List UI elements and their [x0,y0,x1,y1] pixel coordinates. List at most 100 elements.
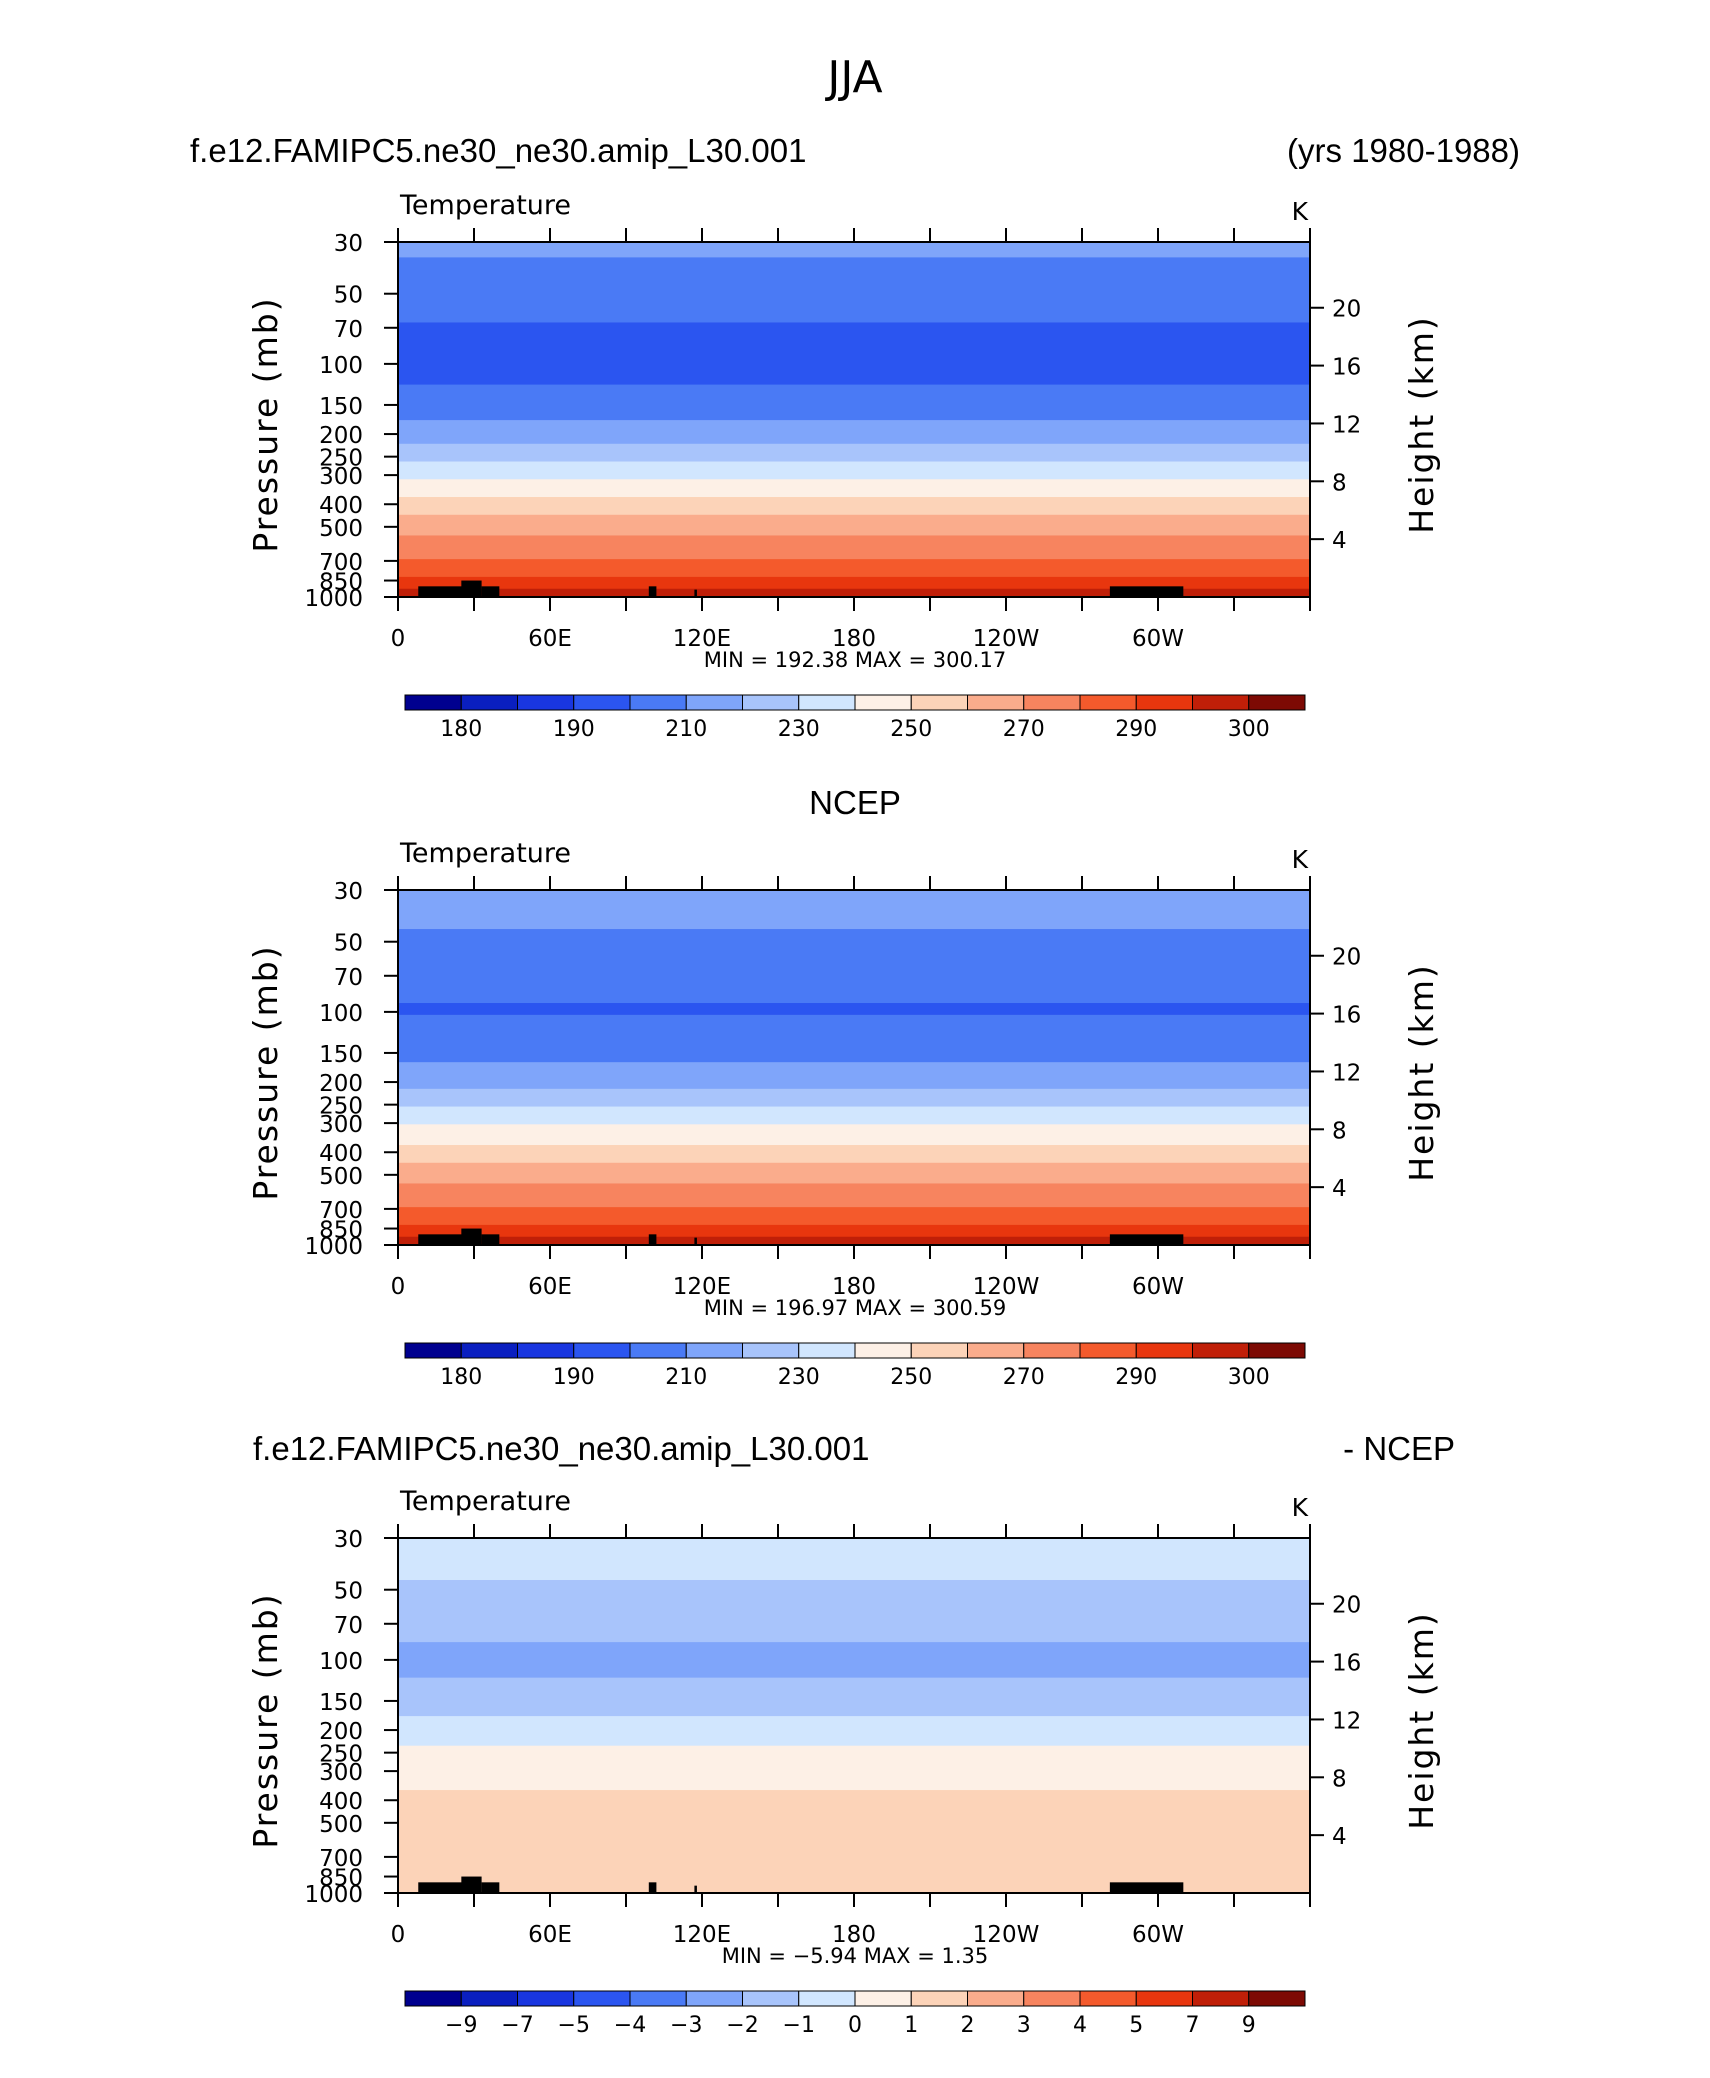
topography-block [694,1885,697,1893]
height-tick-label: 16 [1332,1651,1361,1677]
colorbar-swatch [404,1342,462,1359]
colorbar-swatch [404,1990,462,2007]
colorbar-swatch [798,1342,856,1359]
y-tick-label: 200 [319,1719,363,1745]
colorbar-swatch [573,1990,631,2007]
height-tick-labels: 20 16 12 8 4 [1332,1593,1361,1850]
colorbar-swatch [1079,1342,1137,1359]
topography-block [648,586,657,597]
colorbar-label: 5 [1129,2013,1143,2038]
y-tick-label: 850 [319,1866,363,1892]
colorbar-label: 210 [665,1365,707,1390]
colorbar-swatch [1135,1342,1193,1359]
colorbar-swatch [1192,1342,1250,1359]
colorbar-swatch [910,1342,968,1359]
topography-mask [418,1228,1184,1245]
colorbar-label: 3 [1017,2013,1031,2038]
x-tick-label: 120W [973,1922,1040,1948]
contour-band [398,514,1310,536]
colorbar-label: 300 [1228,1365,1270,1390]
contour-band [398,1144,1310,1163]
colorbar-label: −7 [501,2013,533,2038]
topography-block [1109,586,1184,597]
height-tick-label: 16 [1332,1003,1361,1029]
y-tick-label: 850 [319,570,363,596]
min-max-label: MIN = −5.94 MAX = 1.35 [722,1944,989,1968]
y-tick-label: 150 [319,394,363,420]
min-max-label: MIN = 192.38 MAX = 300.17 [704,648,1006,672]
colorbar-swatch [1135,694,1193,711]
obs-name-label: NCEP [809,784,901,821]
contour-band [398,1105,1310,1125]
colorbar-label: 9 [1242,2013,1256,2038]
colorbar-swatch [1248,694,1306,711]
height-tick-label: 16 [1332,355,1361,381]
y-tick-label: 150 [319,1042,363,1068]
contour-band [398,1002,1310,1015]
colorbar-label: 250 [890,717,932,742]
contour-band [398,1579,1310,1643]
topography-block [694,589,697,597]
y-tick-label: 400 [319,493,363,519]
colorbar-label: −3 [670,2013,702,2038]
topography-block [418,586,464,597]
contour-band [398,1789,1310,1894]
units-label: K [1292,197,1309,226]
y-tick-label: 100 [319,353,363,379]
y-tick-label: 100 [319,1001,363,1027]
x-tick-label: 60E [528,626,572,652]
height-tick-label: 20 [1332,297,1361,323]
topography-block [418,1882,464,1893]
contour-band [398,1745,1310,1791]
colorbar-swatch [573,694,631,711]
colorbar-label: 180 [440,717,482,742]
colorbar-swatch [460,1342,518,1359]
colorbar-label: 230 [778,1365,820,1390]
colorbar-swatch [685,694,743,711]
panel-model: Temperature K 0 60E 120E 180 120W 60W 30 50 70 100 1… [246,190,1441,742]
x-tick-label: 120E [673,1274,731,1300]
y-tick-label: 400 [319,1789,363,1815]
colorbar-swatch [854,1342,912,1359]
y-tick-label: 700 [319,1846,363,1872]
colorbar: 180 190 210 230 250 270 290 300 [404,1342,1306,1390]
contour-band [398,419,1310,444]
contour-band [398,1182,1310,1208]
colorbar-swatch [798,694,856,711]
x-tick-label: 60W [1132,1274,1184,1300]
x-tick-label: 120E [673,1922,731,1948]
units-label: K [1292,1493,1309,1522]
contour-band [398,1014,1310,1063]
colorbar-label: −2 [726,2013,758,2038]
contour-fill [398,242,1310,598]
y-tick-label: 200 [319,423,363,449]
colorbar-label: 210 [665,717,707,742]
case-name-label: f.e12.FAMIPC5.ne30_ne30.amip_L30.001 [190,132,806,169]
y-tick-label: 70 [334,1613,363,1639]
x-tick-label: 120E [673,626,731,652]
colorbar-swatch [742,1990,800,2007]
colorbar-label: 1 [904,2013,918,2038]
colorbar-swatch [967,1990,1025,2007]
colorbar-label: 270 [1003,1365,1045,1390]
min-max-label: MIN = 196.97 MAX = 300.59 [704,1296,1006,1320]
y-tick-label: 50 [334,1579,363,1605]
topography-block [481,1882,500,1893]
diff-case-label: f.e12.FAMIPC5.ne30_ne30.amip_L30.001 [253,1430,869,1467]
y-tick-label: 500 [319,1812,363,1838]
topography-mask [418,580,1184,597]
topography-block [481,586,500,597]
y-tick-label: 50 [334,931,363,957]
figure-title: JJA [824,52,882,103]
height-tick-label: 8 [1332,1766,1347,1792]
variable-label: Temperature [399,190,571,221]
colorbar-label: 180 [440,1365,482,1390]
topography-block [461,580,482,597]
variable-label: Temperature [399,838,571,869]
y-tick-label: 250 [319,446,363,472]
colorbar-swatch [629,1342,687,1359]
colorbar-swatch [967,1342,1025,1359]
x-tick-label: 0 [391,626,406,652]
contour-band [398,478,1310,498]
